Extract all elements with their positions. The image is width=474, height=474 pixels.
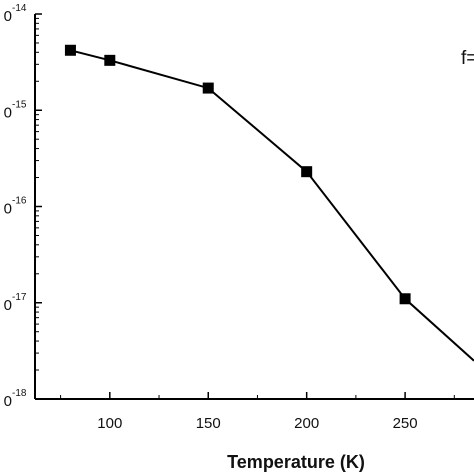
y-tick-label: 0 bbox=[4, 297, 12, 314]
plot-frame bbox=[34, 14, 474, 400]
y-tick-label: 0 bbox=[4, 201, 12, 218]
y-tick-exponent: -17 bbox=[12, 292, 27, 303]
x-axis-title: Temperature (K) bbox=[227, 452, 365, 472]
x-tick-label: 150 bbox=[196, 415, 221, 432]
y-tick-exponent: -15 bbox=[12, 99, 27, 110]
x-axis: 100 150 200 250 bbox=[60, 392, 455, 432]
data-point bbox=[301, 166, 313, 178]
x-tick-label: 250 bbox=[393, 415, 418, 432]
series-line bbox=[70, 49, 474, 362]
series-group bbox=[64, 44, 474, 362]
y-tick-label: 0 bbox=[4, 393, 12, 410]
data-point bbox=[104, 54, 116, 66]
y-axis: 0 -140 -150 -160 -170 -18 bbox=[4, 3, 42, 410]
y-tick-exponent: -16 bbox=[12, 196, 27, 207]
y-tick-exponent: -18 bbox=[12, 388, 27, 399]
annotation-text: f= bbox=[461, 48, 474, 69]
data-point bbox=[64, 44, 76, 56]
y-tick-exponent: -14 bbox=[12, 3, 27, 14]
x-tick-label: 100 bbox=[97, 415, 122, 432]
data-point bbox=[399, 293, 411, 305]
x-tick-label: 200 bbox=[294, 415, 319, 432]
data-point bbox=[202, 82, 214, 94]
y-tick-label: 0 bbox=[4, 8, 12, 25]
y-tick-label: 0 bbox=[4, 104, 12, 121]
